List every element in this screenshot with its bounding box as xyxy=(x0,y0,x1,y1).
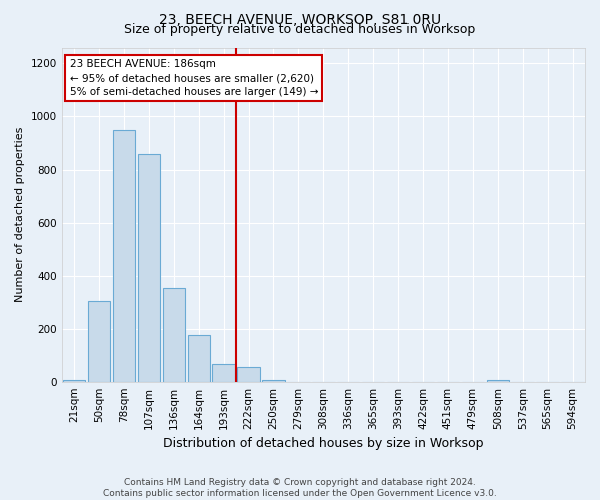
Bar xyxy=(163,288,185,382)
Text: Size of property relative to detached houses in Worksop: Size of property relative to detached ho… xyxy=(124,22,476,36)
Bar xyxy=(63,380,85,382)
Text: Contains HM Land Registry data © Crown copyright and database right 2024.
Contai: Contains HM Land Registry data © Crown c… xyxy=(103,478,497,498)
Text: 23 BEECH AVENUE: 186sqm
← 95% of detached houses are smaller (2,620)
5% of semi-: 23 BEECH AVENUE: 186sqm ← 95% of detache… xyxy=(70,59,318,97)
Bar xyxy=(88,301,110,382)
Bar xyxy=(262,380,285,382)
Bar xyxy=(188,336,210,382)
Y-axis label: Number of detached properties: Number of detached properties xyxy=(15,127,25,302)
Text: 23, BEECH AVENUE, WORKSOP, S81 0RU: 23, BEECH AVENUE, WORKSOP, S81 0RU xyxy=(159,12,441,26)
X-axis label: Distribution of detached houses by size in Worksop: Distribution of detached houses by size … xyxy=(163,437,484,450)
Bar xyxy=(137,154,160,382)
Bar xyxy=(238,367,260,382)
Bar xyxy=(487,380,509,382)
Bar xyxy=(212,364,235,382)
Bar xyxy=(113,130,135,382)
